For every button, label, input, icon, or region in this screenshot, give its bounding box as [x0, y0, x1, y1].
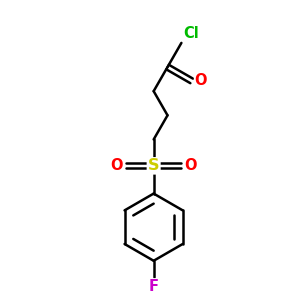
Text: S: S: [148, 158, 159, 173]
Text: O: O: [195, 74, 207, 88]
Text: F: F: [149, 279, 159, 294]
Text: O: O: [110, 158, 123, 173]
Text: O: O: [184, 158, 197, 173]
Text: Cl: Cl: [183, 26, 199, 40]
